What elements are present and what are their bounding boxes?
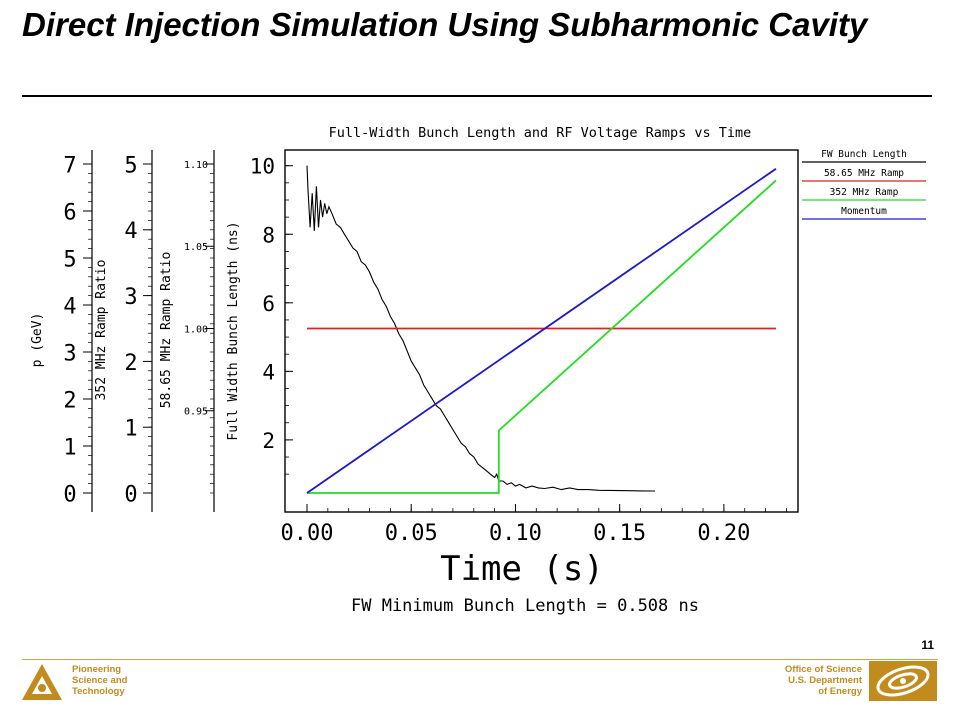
legend-label: 58.65 MHz Ramp (824, 168, 904, 179)
extra-axis-tick-label: 4 (124, 219, 137, 244)
footer-left-text: Pioneering Science and Technology (72, 664, 127, 697)
legend-label: 352 MHz Ramp (830, 187, 899, 198)
extra-axis-tick-label: 1 (124, 417, 137, 442)
extra-axis-tick-label: 1.05 (184, 242, 208, 253)
footer-left-line: Pioneering (72, 664, 122, 675)
footer-divider (22, 659, 938, 660)
y-tick-label: 2 (262, 429, 275, 453)
chart-annotation: FW Minimum Bunch Length = 0.508 ns (351, 596, 699, 616)
footer-right-line: U.S. Department (788, 675, 862, 686)
x-tick-label: 0.00 (281, 521, 334, 546)
extra-axis-tick-label: 5 (63, 247, 76, 272)
series-line (306, 165, 656, 492)
series-line (306, 167, 777, 494)
x-tick-label: 0.15 (593, 521, 646, 546)
legend-label: Momentum (841, 206, 887, 217)
extra-axis-tick-label: 0 (63, 482, 76, 507)
extra-axis-tick-label: 2 (124, 351, 137, 376)
title-divider (22, 95, 932, 97)
y-tick-label: 4 (262, 360, 275, 384)
chart-legend: FW Bunch Length 58.65 MHz Ramp 352 MHz Ram… (802, 149, 926, 220)
extra-axis-tick-label: 6 (63, 200, 76, 225)
plot-area (306, 165, 777, 494)
plot-frame (284, 149, 799, 513)
footer-right-text: Office of Science U.S. Department of Ene… (785, 664, 862, 697)
chart-title: Full-Width Bunch Length and RF Voltage R… (329, 125, 752, 141)
footer-left-line: Technology (72, 686, 125, 697)
y-tick-label: 10 (250, 155, 275, 179)
argonne-triangle-logo-icon (22, 664, 62, 700)
slide-title: Direct Injection Simulation Using Subhar… (22, 6, 868, 43)
y-tick-label: 6 (262, 292, 275, 316)
extra-axis-tick-label: 7 (63, 153, 76, 178)
extra-axis-label: 352 MHz Ramp Ratio (94, 260, 109, 401)
x-tick-label: 0.20 (697, 521, 750, 546)
extra-axis-label: 58.65 MHz Ramp Ratio (159, 252, 174, 409)
y-axis-label: Full Width Bunch Length (ns) (226, 221, 241, 440)
extra-axis-tick-label: 1 (63, 435, 76, 460)
x-axis-label: Time (s) (440, 549, 604, 589)
extra-axis-tick-label: 3 (124, 285, 137, 310)
extra-axis-tick-label: 3 (63, 341, 76, 366)
doe-swirl-logo-icon (869, 661, 937, 701)
x-tick-label: 0.10 (489, 521, 542, 546)
page-number: 11 (921, 638, 934, 652)
extra-axis-tick-label: 1.10 (184, 160, 208, 171)
footer-right-line: of Energy (818, 686, 862, 697)
extra-axis-tick-label: 4 (63, 294, 76, 319)
extra-axis-label: p (GeV) (30, 313, 45, 368)
extra-axis-tick-label: 2 (63, 388, 76, 413)
x-tick-label: 0.05 (385, 521, 438, 546)
extra-axis-tick-label: 0.95 (184, 407, 208, 418)
extra-axis-tick-label: 1.00 (184, 324, 208, 335)
legend-label: FW Bunch Length (821, 149, 907, 160)
footer-left-line: Science and (72, 675, 128, 686)
y-tick-label: 8 (262, 223, 275, 247)
extra-axis-tick-label: 5 (124, 153, 137, 178)
series-line (307, 179, 777, 494)
footer-right-line: Office of Science (784, 664, 862, 675)
extra-axis-tick-label: 0 (124, 482, 137, 507)
